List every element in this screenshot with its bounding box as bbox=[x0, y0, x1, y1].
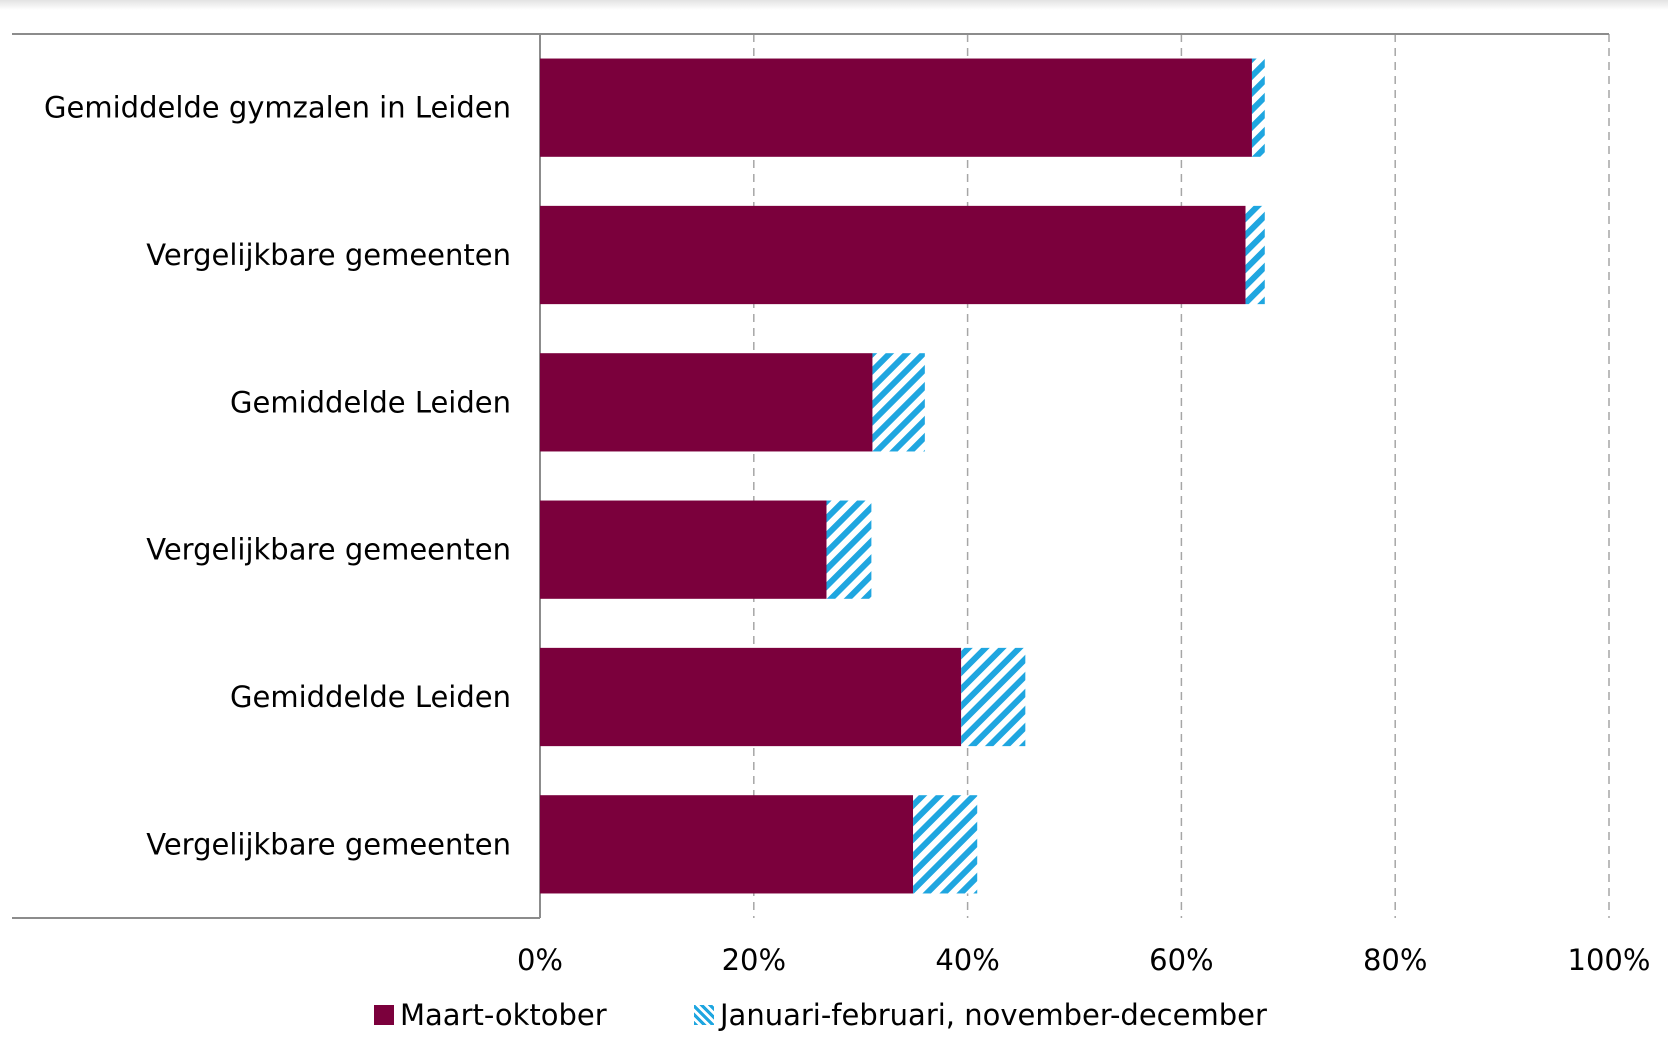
x-tick-label-4: 80% bbox=[1363, 943, 1427, 977]
category-label-6: Vergelijkbare gemeenten bbox=[146, 827, 511, 861]
bar-series1-row2 bbox=[540, 205, 1246, 305]
category-label-1: Gemiddelde gymzalen in Leiden bbox=[44, 91, 511, 125]
bar-series2-row5 bbox=[961, 647, 1026, 747]
bar-series1-row3 bbox=[540, 353, 873, 452]
x-tick-label-5: 100% bbox=[1568, 943, 1651, 977]
bar-series2-row6 bbox=[913, 795, 978, 894]
legend-swatch-series-2 bbox=[694, 1005, 714, 1025]
bar-series2-row3 bbox=[872, 353, 925, 452]
x-tick-label-0: 0% bbox=[517, 943, 563, 977]
bar-series1-row6 bbox=[540, 795, 914, 894]
x-tick-label-2: 40% bbox=[935, 943, 999, 977]
bar-series2-row2 bbox=[1245, 205, 1265, 305]
legend-item-series-1: Maart-oktober bbox=[374, 990, 607, 1040]
top-shade bbox=[0, 0, 1668, 10]
bar-series1-row1 bbox=[540, 58, 1252, 157]
legend: Maart-oktober Januari-februari, november… bbox=[0, 990, 1668, 1040]
bar-series2-row4 bbox=[826, 500, 872, 599]
category-label-3: Gemiddelde Leiden bbox=[230, 385, 511, 419]
x-tick-label-1: 20% bbox=[722, 943, 786, 977]
legend-swatch-series-1 bbox=[374, 1005, 394, 1025]
legend-label-series-1: Maart-oktober bbox=[400, 998, 607, 1032]
category-label-4: Vergelijkbare gemeenten bbox=[146, 533, 511, 567]
bar-series1-row5 bbox=[540, 647, 962, 747]
bar-series1-row4 bbox=[540, 500, 827, 599]
bar-series2-row1 bbox=[1251, 58, 1265, 157]
stacked-bar-chart: Gemiddelde gymzalen in Leiden Vergelijkba… bbox=[12, 33, 1651, 977]
category-label-5: Gemiddelde Leiden bbox=[230, 680, 511, 714]
legend-item-series-2: Januari-februari, november-december bbox=[694, 990, 1267, 1040]
x-tick-label-3: 60% bbox=[1149, 943, 1213, 977]
category-label-2: Vergelijkbare gemeenten bbox=[146, 238, 511, 272]
legend-label-series-2: Januari-februari, november-december bbox=[720, 998, 1267, 1032]
